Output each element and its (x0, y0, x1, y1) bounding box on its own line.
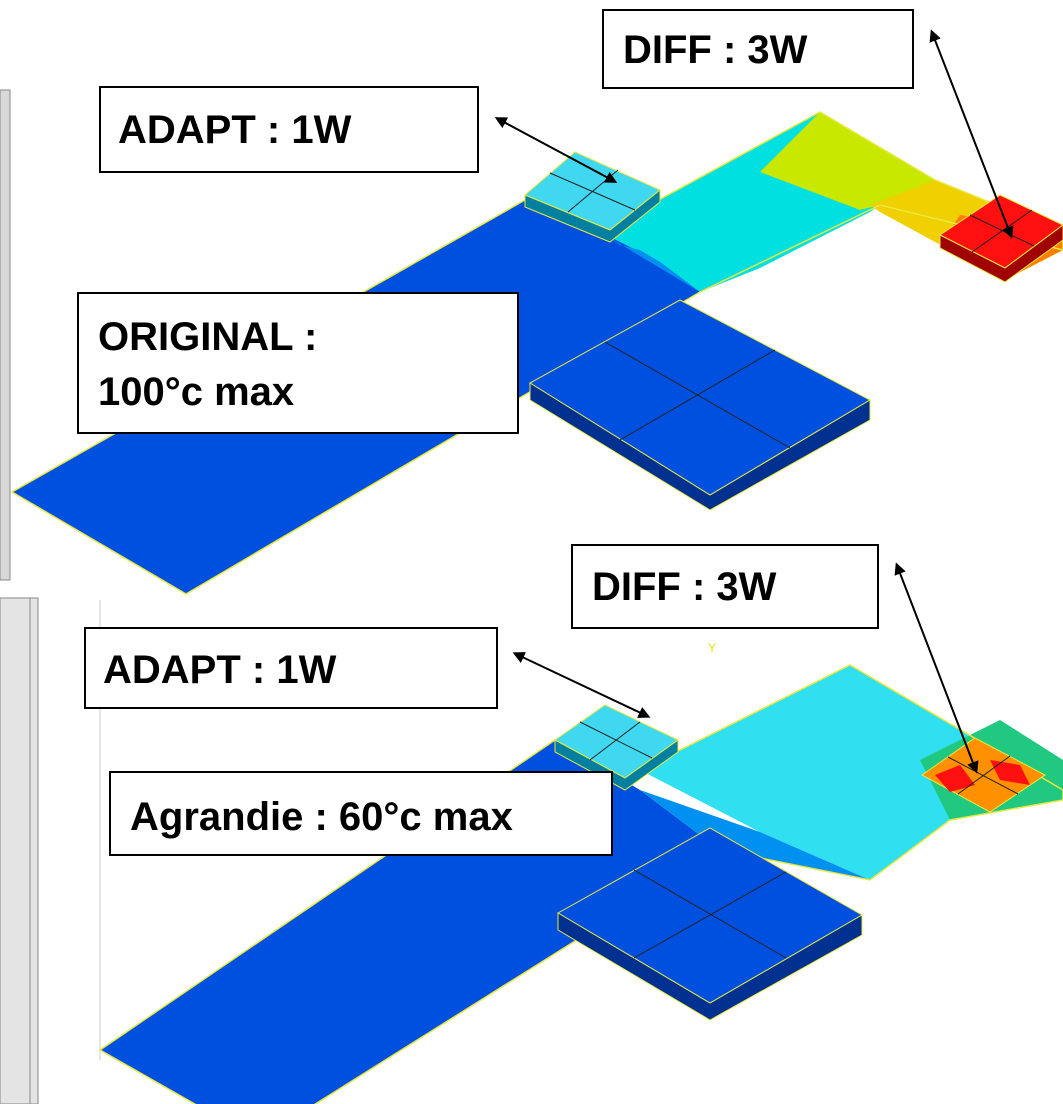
axis-label: Y (708, 641, 716, 655)
adapt-label: ADAPT : 1W (118, 108, 352, 152)
agrandie-label: Agrandie : 60°c max (130, 795, 513, 839)
original-label: ORIGINAL : (98, 315, 317, 359)
diff-label: DIFF : 3W (592, 565, 777, 609)
screenshot: Y ADAPT : 1W DIFF : 3W ORIGINAL : 100°c … (0, 0, 1063, 1104)
diff-label: DIFF : 3W (623, 28, 808, 72)
original-label: 100°c max (98, 370, 294, 414)
bottom-model: Y (100, 641, 1063, 1104)
adapt-label: ADAPT : 1W (103, 648, 337, 692)
arrow (518, 655, 645, 715)
window-frame (0, 90, 100, 1104)
